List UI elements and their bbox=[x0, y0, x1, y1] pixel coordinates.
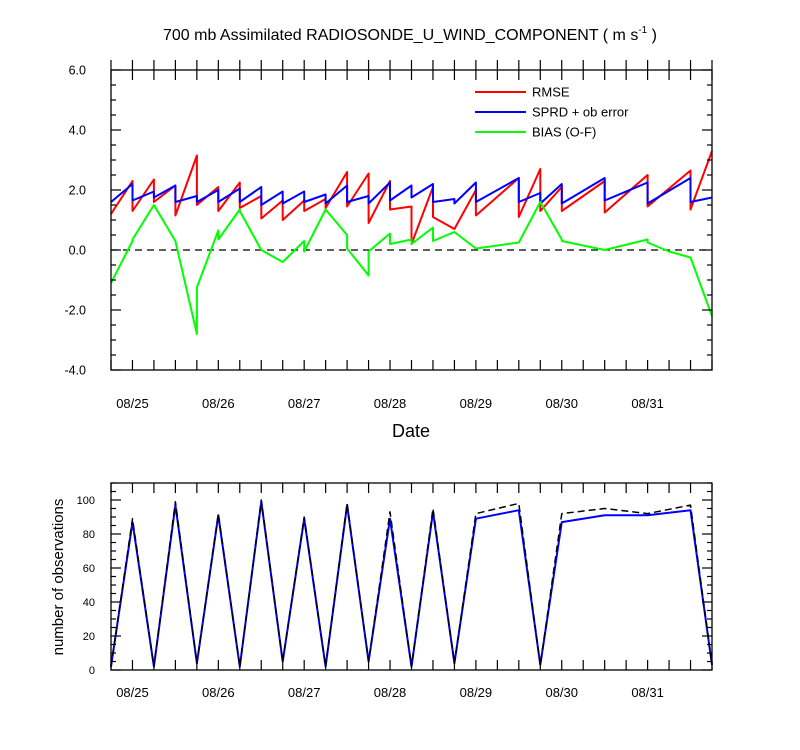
y-tick-label: -4.0 bbox=[64, 364, 86, 378]
obs-series-line-1 bbox=[110, 500, 713, 668]
chart-title-superscript: -1 bbox=[638, 25, 647, 36]
legend-label: BIAS (O-F) bbox=[532, 125, 596, 140]
y-tick-label: 6.0 bbox=[69, 64, 86, 78]
y-tick-label: -2.0 bbox=[64, 304, 86, 318]
obs-y-tick-label: 40 bbox=[83, 597, 95, 609]
bottom-chart: 08/25 08/26 08/27 08/28 08/29 08/30 08/31 0 20 40… bbox=[77, 482, 713, 700]
obs-x-tick-label: 08/29 bbox=[460, 685, 493, 700]
x-tick-label: 08/29 bbox=[460, 396, 493, 411]
x-tick-label: 08/30 bbox=[545, 396, 578, 411]
top-chart: 08/25 08/26 08/27 08/28 08/29 08/30 08/31 -4.0 -… bbox=[64, 60, 713, 411]
obs-y-tick-label: 20 bbox=[83, 631, 95, 643]
obs-y-tick-label: 0 bbox=[89, 665, 95, 677]
obs-x-tick-label: 08/28 bbox=[374, 685, 407, 700]
legend-label: SPRD + ob error bbox=[532, 105, 629, 120]
y-tick-label: 4.0 bbox=[69, 124, 86, 138]
top-series-group bbox=[110, 150, 713, 335]
bottom-series-group bbox=[110, 499, 713, 668]
series-line-3 bbox=[110, 201, 713, 335]
obs-y-tick-label: 60 bbox=[83, 563, 95, 575]
obs-y-tick-label: 100 bbox=[77, 495, 95, 507]
obs-x-tick-label: 08/30 bbox=[545, 685, 578, 700]
y-axis-label-bottom: number of observations bbox=[50, 499, 67, 656]
y-tick-label: 0.0 bbox=[69, 244, 86, 258]
obs-y-tick-label: 80 bbox=[83, 529, 95, 541]
bottom-axis-ticks: 08/25 08/26 08/27 08/28 08/29 08/30 08/31 0 20 40… bbox=[77, 482, 713, 700]
chart-title: 700 mb Assimilated RADIOSONDE_U_WIND_COM… bbox=[163, 25, 657, 44]
top-axis-ticks: 08/25 08/26 08/27 08/28 08/29 08/30 08/31 -4.0 -… bbox=[64, 60, 713, 411]
chart-title-main: 700 mb Assimilated RADIOSONDE_U_WIND_COM… bbox=[163, 27, 638, 44]
x-tick-label: 08/26 bbox=[202, 396, 235, 411]
x-axis-label: Date bbox=[392, 421, 430, 441]
top-plot-frame bbox=[110, 69, 713, 371]
obs-x-tick-label: 08/27 bbox=[288, 685, 321, 700]
legend-label: RMSE bbox=[532, 85, 570, 100]
x-tick-label: 08/25 bbox=[116, 396, 149, 411]
obs-x-tick-label: 08/26 bbox=[202, 685, 235, 700]
series-line-2 bbox=[110, 177, 713, 206]
x-tick-label: 08/27 bbox=[288, 396, 321, 411]
legend: RMSE SPRD + ob error BIAS (O-F) bbox=[475, 85, 629, 140]
obs-x-tick-label: 08/31 bbox=[631, 685, 664, 700]
x-tick-label: 08/31 bbox=[631, 396, 664, 411]
y-tick-label: 2.0 bbox=[69, 184, 86, 198]
obs-x-tick-label: 08/25 bbox=[116, 685, 149, 700]
bottom-plot-frame bbox=[110, 482, 713, 671]
obs-series-line-2 bbox=[110, 499, 713, 668]
x-tick-label: 08/28 bbox=[374, 396, 407, 411]
chart-title-end: ) bbox=[647, 27, 657, 44]
